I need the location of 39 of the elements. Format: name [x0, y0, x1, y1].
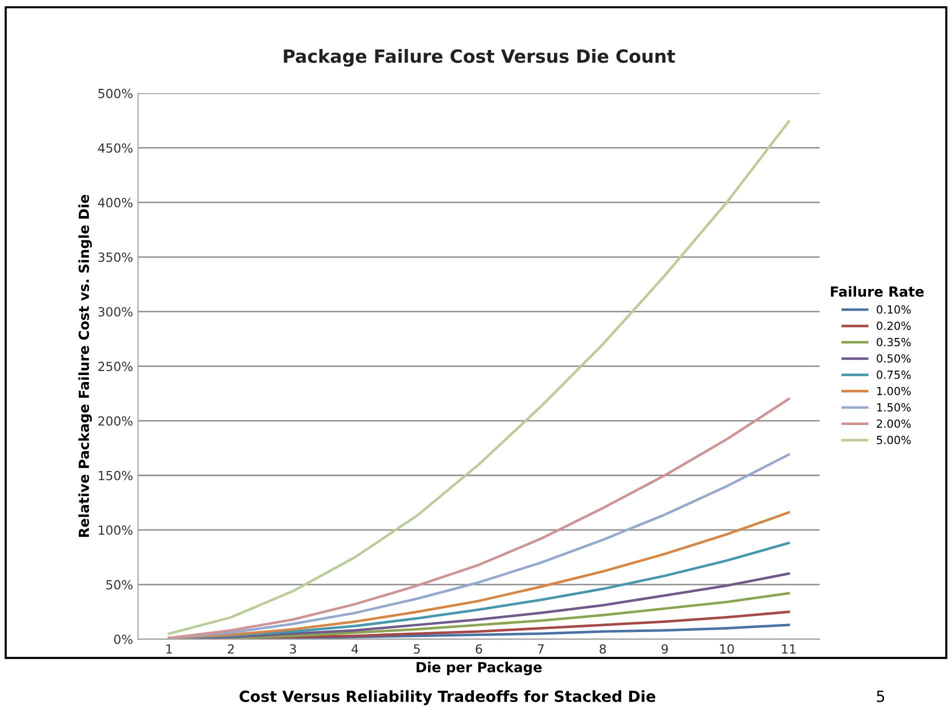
legend-label: 1.00%	[877, 386, 911, 396]
chart-title: Package Failure Cost Versus Die Count	[284, 48, 676, 67]
x-axis-title: Die per Package	[416, 662, 542, 676]
text: 5	[876, 690, 884, 702]
line-series	[168, 120, 790, 635]
x-tick-label: 2	[228, 644, 234, 654]
legend-label: 0.35%	[876, 338, 911, 346]
x-tick-label: 7	[538, 644, 544, 654]
y-tick-label: 450%	[98, 143, 132, 153]
y-tick-label: 100%	[98, 525, 132, 535]
legend-label: 0.20%	[876, 322, 911, 330]
legend-label: 2.00%	[876, 419, 911, 428]
legend-label: 0.10%	[876, 305, 911, 314]
y-tick-label: 200%	[98, 416, 132, 426]
y-tick-label: 300%	[98, 307, 132, 317]
x-tick-label: 11	[782, 644, 796, 654]
y-tick-label: 350%	[98, 252, 132, 262]
x-tick-label: 6	[476, 644, 482, 654]
text: Cost Versus Reliability Tradeoffs for Stacked Die	[240, 690, 656, 706]
y-tick-label: 500%	[98, 88, 132, 98]
legend-label: 1.50%	[877, 403, 911, 412]
line-series	[168, 398, 790, 640]
x-tick-label: 8	[600, 644, 606, 654]
x-tick-label: 5	[414, 644, 420, 654]
y-tick-label: 0%	[114, 634, 132, 644]
legend-label: 5.00%	[876, 436, 911, 444]
x-tick-label: 1	[166, 644, 172, 654]
y-tick-label: 400%	[98, 198, 132, 208]
x-tick-label: 10	[720, 644, 734, 654]
x-tick-label: 4	[352, 644, 358, 654]
y-axis-title: Relative Package Failure Cost vs. Single Die	[78, 194, 92, 537]
y-tick-label: 250%	[98, 362, 132, 372]
x-tick-label: 3	[290, 644, 296, 654]
legend-title: Failure Rate	[830, 286, 924, 297]
legend-label: 0.50%	[876, 354, 911, 363]
y-tick-label: 150%	[98, 470, 132, 480]
legend-label: 0.75%	[876, 370, 911, 379]
y-tick-label: 50%	[106, 580, 132, 590]
x-tick-label: 9	[662, 644, 668, 654]
